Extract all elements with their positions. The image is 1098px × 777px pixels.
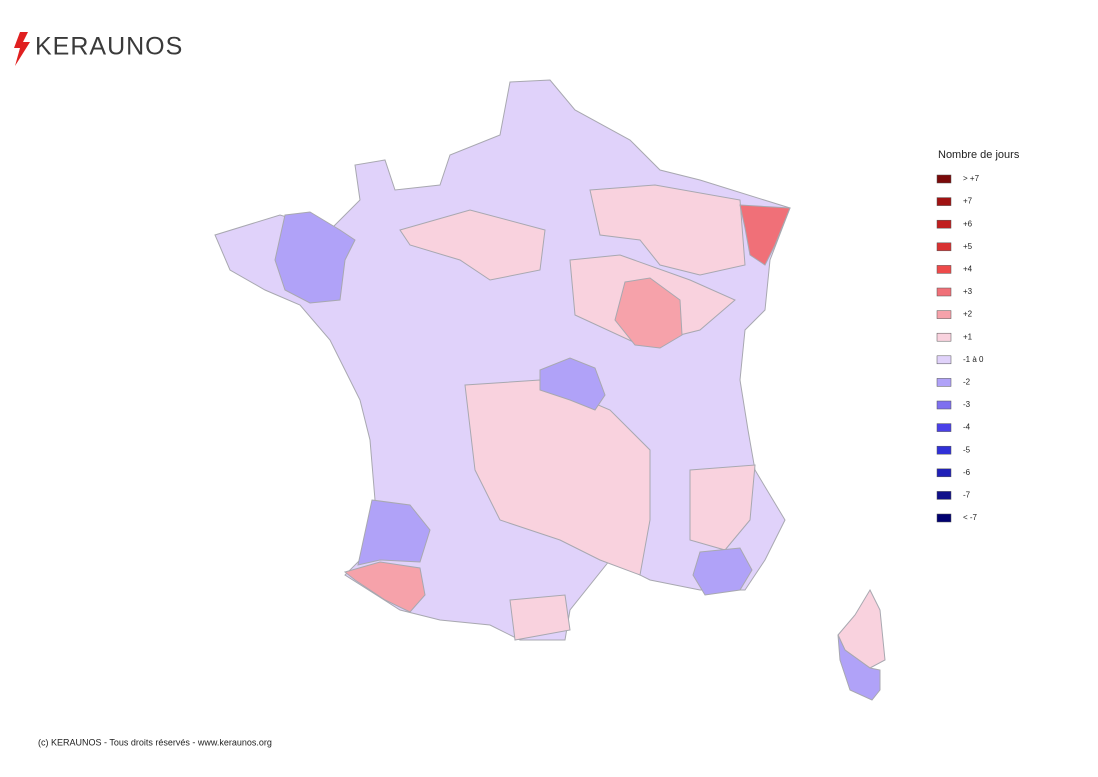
- legend-swatch: [936, 423, 952, 432]
- footer: (c) KERAUNOS - Tous droits réservés - ww…: [38, 737, 272, 747]
- logo-text: KERAUNOS: [35, 33, 183, 61]
- region: [739, 204, 791, 266]
- legend-swatch: [936, 513, 952, 523]
- region: [589, 184, 746, 276]
- legend-swatch: [936, 332, 952, 342]
- legend-title: Nombre de jours: [938, 149, 1020, 161]
- legend-label: +1: [963, 332, 973, 341]
- legend-swatch: [936, 265, 952, 274]
- region: [614, 277, 683, 349]
- legend-swatch: [936, 445, 952, 455]
- region: [274, 211, 356, 304]
- legend-label: +5: [963, 242, 973, 251]
- legend-label: +3: [963, 287, 973, 296]
- legend-swatch: [936, 310, 952, 319]
- legend-label: < -7: [963, 513, 978, 522]
- logo-bolt: [14, 32, 30, 66]
- region: [692, 547, 753, 596]
- legend-swatch: [936, 242, 952, 252]
- legend-swatch: [936, 468, 952, 478]
- legend-label: +2: [963, 310, 973, 319]
- legend-label: -3: [963, 400, 971, 409]
- legend-label: > +7: [963, 174, 980, 183]
- legend-label: -2: [963, 378, 971, 387]
- legend-label: -4: [963, 423, 971, 432]
- corsica-south: [837, 634, 881, 701]
- region: [689, 464, 756, 551]
- map: [214, 79, 886, 701]
- legend-swatch: [936, 287, 952, 297]
- legend-label: -6: [963, 468, 971, 477]
- region: [399, 209, 546, 281]
- legend-label: -5: [963, 445, 971, 454]
- legend-swatch: [936, 174, 952, 184]
- legend: Nombre de jours > +7 +7 +6 +5 +4 +3 +2 +1 -1 à 0…: [936, 149, 1020, 523]
- legend-label: +4: [963, 265, 973, 274]
- legend-label: -1 à 0: [963, 355, 984, 364]
- legend-swatch: [936, 400, 952, 410]
- legend-swatch: [936, 355, 952, 365]
- legend-swatch: [936, 219, 952, 229]
- region: [539, 357, 606, 411]
- legend-swatch: [936, 491, 952, 500]
- region: [357, 499, 431, 566]
- legend-label: +7: [963, 197, 973, 206]
- region: [509, 594, 571, 641]
- legend-label: -7: [963, 491, 971, 500]
- region: [343, 561, 426, 613]
- legend-swatch: [936, 197, 952, 206]
- legend-label: +6: [963, 219, 973, 228]
- legend-swatch: [936, 378, 952, 387]
